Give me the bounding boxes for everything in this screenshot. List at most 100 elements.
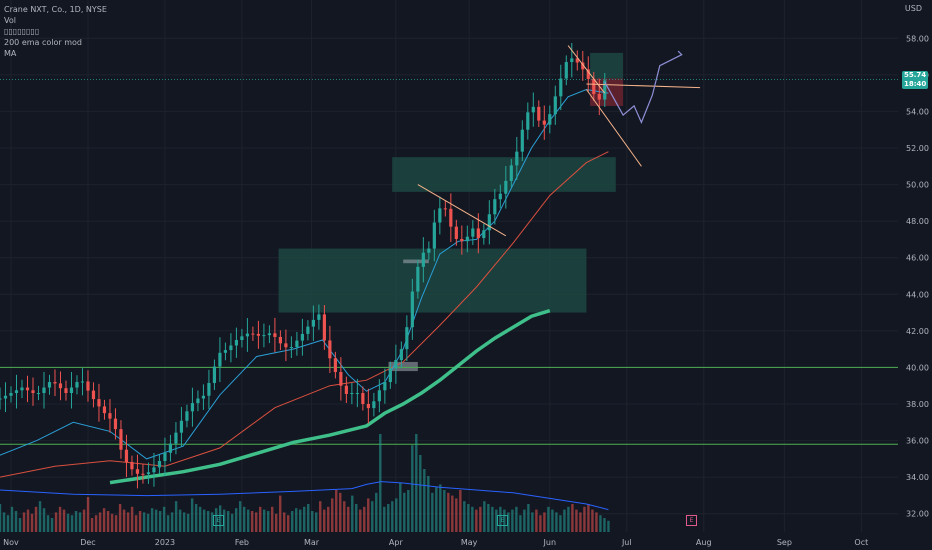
volume-bar	[479, 506, 482, 532]
volume-bar	[295, 508, 298, 532]
x-axis[interactable]: Nov Dec 2023 Feb Mar Apr May Jun Jul Aug Sep Oct	[3, 538, 868, 547]
candle-body	[273, 333, 277, 337]
candle-body	[350, 393, 354, 395]
volume-bar	[210, 512, 214, 532]
y-axis[interactable]: 32.00 34.00 36.00 38.00 40.00 42.00 44.00 46.00…	[906, 34, 929, 518]
candle-body	[168, 443, 173, 453]
volume-bar	[355, 504, 358, 532]
candle-body	[152, 467, 156, 473]
candle-body	[251, 333, 255, 335]
zone-box	[392, 157, 616, 192]
candle-body	[14, 390, 19, 394]
horizontal-lines	[0, 79, 898, 445]
candle-body	[317, 314, 321, 320]
x-tick-label: Apr	[389, 538, 404, 547]
candle-body	[157, 460, 162, 468]
volume-bar	[575, 509, 578, 532]
highlight-zones	[278, 52, 624, 372]
volume-bar	[387, 504, 390, 532]
candle-body	[399, 349, 403, 361]
volume-bar	[106, 511, 110, 532]
volume-bar	[403, 492, 406, 532]
volume-bar	[419, 455, 422, 532]
zone-box	[590, 52, 624, 79]
candle-body	[53, 382, 57, 384]
volume-bar	[2, 512, 6, 532]
volume-bar	[567, 506, 570, 532]
volume-bar	[487, 504, 490, 532]
volume-bar	[535, 509, 538, 532]
candle-body	[146, 472, 151, 475]
earnings-marker-1[interactable]: E	[213, 515, 224, 526]
candle-body	[586, 69, 590, 79]
candle-body	[603, 80, 607, 100]
candle-body	[487, 214, 491, 231]
candle-body	[201, 395, 206, 399]
volume-bar	[238, 501, 242, 532]
volume-bar	[194, 504, 198, 532]
y-tick-label: 32.00	[906, 510, 929, 519]
earnings-marker-3[interactable]: E	[686, 515, 697, 526]
candle-body	[509, 165, 513, 181]
volume-bar	[46, 515, 50, 532]
volume-bar	[54, 512, 58, 532]
trendline	[567, 45, 606, 94]
candle-body	[548, 114, 552, 125]
volume-bar	[154, 509, 158, 532]
candle-body	[42, 387, 46, 394]
legend-ema[interactable]: 200 ema color mod	[4, 38, 82, 47]
volume-bar	[351, 495, 354, 532]
volume-bar	[343, 501, 346, 532]
volume-bar	[0, 504, 2, 532]
candle-body	[592, 78, 596, 95]
candle-body	[559, 78, 563, 97]
volume-bar	[371, 501, 374, 532]
volume-bar	[102, 508, 106, 532]
volume-bar	[78, 512, 82, 532]
candle-body	[394, 360, 398, 369]
last-price-badge: 55.74 18:40	[902, 70, 929, 89]
candle-body	[498, 193, 502, 200]
candle-body	[135, 469, 140, 474]
candle-body	[240, 336, 244, 340]
volume-bar	[262, 509, 266, 532]
volume-bar	[275, 513, 278, 532]
volume-bar	[319, 501, 322, 532]
candle-body	[471, 228, 475, 237]
legend-symbol[interactable]: Crane NXT, Co., 1D, NYSE	[4, 5, 107, 14]
candle-body	[344, 385, 348, 394]
volume-bar	[463, 501, 466, 532]
volume-bar	[339, 492, 342, 532]
y-tick-label: 38.00	[906, 400, 929, 409]
candle-body	[493, 199, 497, 215]
candle-body	[47, 382, 52, 388]
candle-body	[69, 387, 74, 394]
volume-bar	[94, 515, 98, 532]
volume-bar	[587, 504, 590, 532]
candle-body	[80, 381, 85, 383]
candle-body	[421, 252, 425, 267]
volume-bar	[70, 515, 74, 532]
legend-hidden-indicator[interactable]: ▯▯▯▯▯▯▯▯	[4, 27, 40, 36]
candle-body	[295, 340, 299, 348]
volume-bar	[539, 515, 542, 532]
volume-bar	[515, 506, 518, 532]
volume-bar	[138, 511, 142, 532]
earnings-marker-2[interactable]: E	[497, 515, 508, 526]
legend-vol[interactable]: Vol	[4, 16, 16, 25]
volume-bar	[62, 509, 66, 532]
volume-bar	[270, 506, 274, 532]
projection-path	[604, 50, 683, 124]
volume-bar	[150, 508, 154, 532]
candle-body	[410, 291, 414, 328]
candles	[0, 43, 607, 489]
candle-body	[58, 383, 63, 389]
candle-body	[454, 226, 458, 239]
candle-body	[218, 352, 222, 367]
legend-ma[interactable]: MA	[4, 49, 17, 58]
volume-bar	[327, 506, 330, 532]
candle-body	[597, 94, 601, 100]
volume-bar	[335, 490, 338, 532]
volume-bar	[287, 515, 290, 532]
